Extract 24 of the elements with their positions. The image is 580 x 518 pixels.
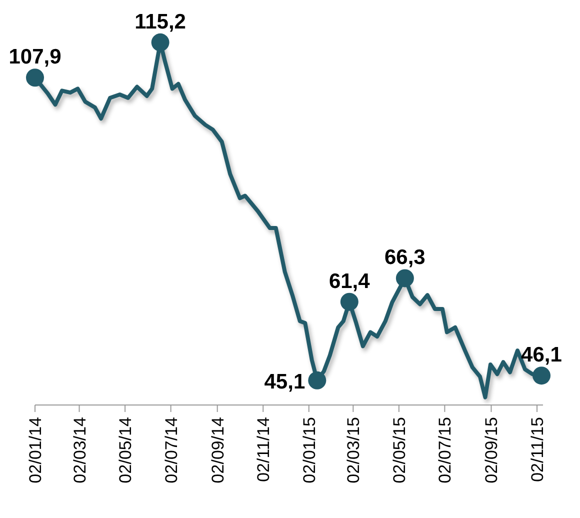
x-tick-label: 02/03/14 bbox=[70, 417, 90, 484]
x-tick-label: 02/09/14 bbox=[208, 417, 228, 484]
x-tick-label: 02/05/15 bbox=[390, 417, 409, 484]
point bbox=[340, 292, 358, 311]
data-label: 66,3 bbox=[384, 246, 426, 270]
point bbox=[26, 68, 44, 87]
x-tick-label: 02/05/14 bbox=[116, 417, 136, 484]
data-label: 45,1 bbox=[264, 370, 306, 394]
point bbox=[308, 371, 326, 390]
data-label: 107,9 bbox=[8, 46, 62, 69]
data-label: 61,4 bbox=[328, 270, 370, 293]
point bbox=[151, 33, 170, 52]
point bbox=[532, 366, 550, 385]
x-tick-label: 02/11/15 bbox=[528, 417, 547, 482]
point bbox=[396, 269, 414, 288]
x-tick-label: 02/11/14 bbox=[254, 417, 274, 482]
x-tick-label: 02/07/14 bbox=[162, 417, 181, 484]
x-tick-label: 02/07/15 bbox=[436, 417, 455, 484]
x-tick-label: 02/03/15 bbox=[344, 417, 364, 484]
x-tick-label: 02/01/14 bbox=[26, 417, 45, 484]
x-tick-label: 02/09/15 bbox=[482, 417, 502, 484]
data-label: 115,2 bbox=[134, 10, 186, 34]
data-label: 46,1 bbox=[521, 344, 562, 367]
x-tick-label: 02/01/15 bbox=[300, 417, 319, 484]
